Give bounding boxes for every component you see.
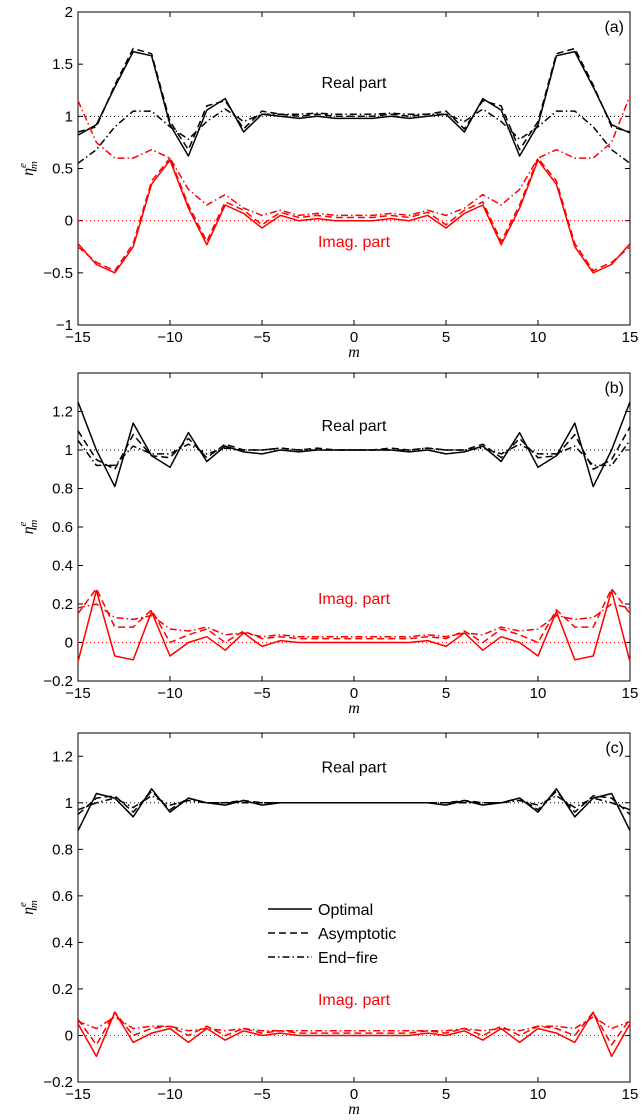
x-tick-label: 5: [442, 685, 450, 702]
x-tick-label: 15: [622, 685, 639, 702]
x-tick-label: −5: [253, 1086, 270, 1103]
x-tick-label: 0: [350, 329, 358, 346]
annotation-label: Real part: [322, 418, 387, 435]
panel-label: (a): [604, 19, 624, 36]
legend-label: End−fire: [318, 950, 378, 967]
y-axis-label: ηem: [17, 161, 40, 176]
y-tick-label: 1: [65, 795, 73, 812]
x-tick-label: 15: [622, 1086, 639, 1103]
y-tick-label: 0.5: [52, 161, 73, 178]
y-tick-label: −0.2: [43, 1074, 73, 1091]
series-imag-endfire: [77, 603, 631, 638]
series-real-optimal: [77, 50, 631, 157]
x-tick-label: −10: [157, 1086, 182, 1103]
y-tick-label: 0.2: [52, 596, 73, 613]
y-tick-label: −0.2: [43, 673, 73, 690]
series-real-optimal: [77, 788, 631, 832]
y-tick-label: −0.5: [43, 265, 73, 282]
y-tick-label: −1: [56, 317, 73, 334]
x-tick-label: 15: [622, 329, 639, 346]
y-tick-label: 0.2: [52, 981, 73, 998]
legend-label: Asymptotic: [318, 926, 396, 943]
series-imag-endfire: [77, 1016, 631, 1032]
annotation-label: Imag. part: [318, 992, 391, 1009]
y-axis-label: ηem: [17, 900, 40, 915]
x-tick-label: −15: [65, 1086, 90, 1103]
x-tick-label: 5: [442, 1086, 450, 1103]
y-axis-label: ηem: [17, 520, 40, 535]
series-imag-asymptotic: [77, 587, 631, 644]
x-tick-label: −15: [65, 329, 90, 346]
x-axis-label: m: [348, 1101, 360, 1118]
x-tick-label: 5: [442, 329, 450, 346]
chart-panel-1: −15 −10 −5 0 5 10 15 −0.2 0 0.2 0.4 0.6 0.8 1 1.2 m ηem (…: [17, 372, 639, 717]
y-tick-label: 0.6: [52, 519, 73, 536]
y-tick-label: 0.8: [52, 841, 73, 858]
y-tick-label: 1.2: [52, 748, 73, 765]
series-real-asymptotic: [77, 47, 631, 151]
legend: Optimal Asymptotic End−fire: [268, 902, 396, 967]
series-real-asymptotic: [77, 426, 631, 471]
y-tick-label: 1: [65, 442, 73, 459]
y-tick-label: 1.5: [52, 56, 73, 73]
series-real-endfire: [77, 795, 631, 811]
x-tick-label: 0: [350, 685, 358, 702]
x-axis-label: m: [348, 344, 360, 361]
y-tick-label: 2: [65, 4, 73, 21]
x-tick-label: −5: [253, 685, 270, 702]
series-imag-asymptotic: [77, 1011, 631, 1046]
series-real-optimal: [77, 401, 631, 488]
x-tick-label: −10: [157, 685, 182, 702]
series-imag-optimal: [77, 159, 631, 274]
chart-panel-2: −15 −10 −5 0 5 10 15 −0.2 0 0.2 0.4 0.6 0.8 1 1.2 m ηem (…: [17, 732, 639, 1118]
annotation-label: Imag. part: [318, 234, 391, 251]
y-tick-label: 0.4: [52, 558, 73, 575]
series-imag-optimal: [77, 589, 631, 662]
y-tick-label: 1.2: [52, 404, 73, 421]
y-tick-label: 0: [65, 213, 73, 230]
legend-label: Optimal: [318, 902, 373, 919]
panel-label: (c): [605, 740, 624, 757]
y-tick-label: 0.4: [52, 934, 73, 951]
panel-label: (b): [604, 380, 624, 397]
x-tick-label: −10: [157, 329, 182, 346]
x-axis-label: m: [348, 700, 360, 717]
series-imag-optimal: [77, 1011, 631, 1058]
annotation-label: Imag. part: [318, 591, 391, 608]
y-tick-label: 1: [65, 108, 73, 125]
x-tick-label: 10: [530, 685, 547, 702]
y-tick-label: 0: [65, 1027, 73, 1044]
x-tick-label: −5: [253, 329, 270, 346]
series-imag-asymptotic: [77, 157, 631, 272]
series-real-endfire: [77, 439, 631, 467]
y-tick-label: 0.6: [52, 888, 73, 905]
y-tick-label: 0: [65, 635, 73, 652]
x-tick-label: 0: [350, 1086, 358, 1103]
annotation-label: Real part: [322, 760, 387, 777]
chart-panel-0: −15 −10 −5 0 5 10 15 −1 −0.5 0 0.5 1 1.5 2 m ηem (a) Real…: [17, 4, 638, 361]
x-tick-label: 10: [530, 1086, 547, 1103]
y-tick-label: 0.8: [52, 481, 73, 498]
x-tick-label: 10: [530, 329, 547, 346]
x-tick-label: −15: [65, 685, 90, 702]
series-real-endfire: [77, 108, 631, 164]
annotation-label: Real part: [322, 75, 387, 92]
